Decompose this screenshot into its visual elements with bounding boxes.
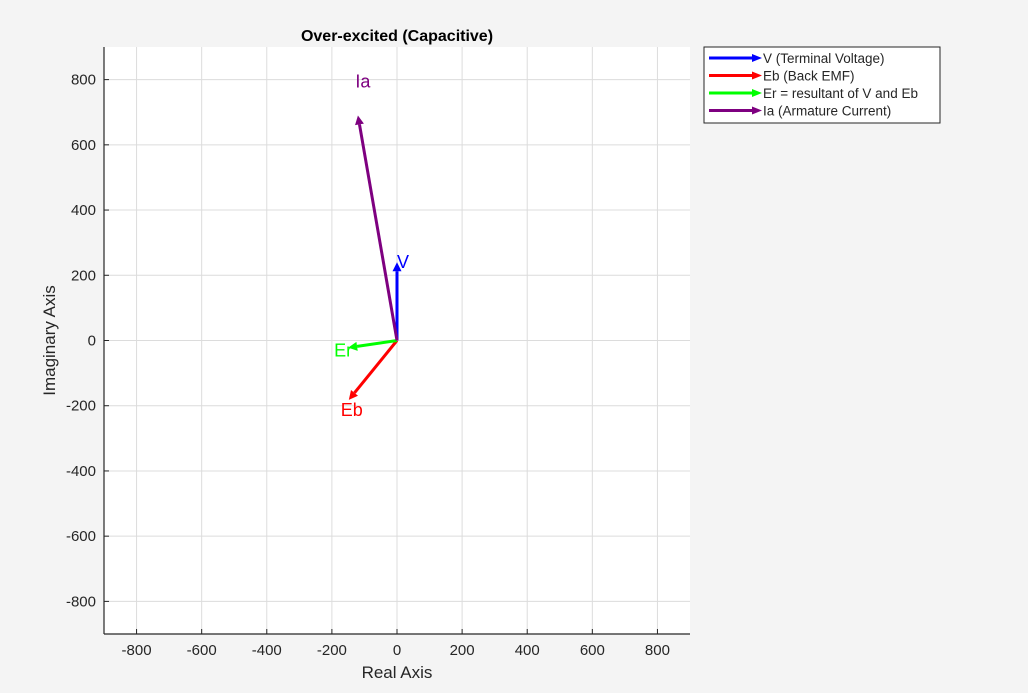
axes bbox=[103, 47, 690, 635]
y-tick-label: -800 bbox=[66, 593, 96, 610]
legend-arrow-eb bbox=[709, 71, 762, 80]
vector-er bbox=[348, 339, 398, 351]
legend-entry-er: Er = resultant of V and Eb bbox=[763, 86, 918, 101]
x-tick-label: -200 bbox=[317, 642, 347, 659]
vectors: V Eb Er Ia bbox=[334, 71, 409, 419]
vector-eb bbox=[348, 339, 399, 400]
chart-title: Over-excited (Capacitive) bbox=[301, 28, 493, 45]
legend-arrow-ia-head bbox=[752, 106, 762, 115]
legend-arrow-v bbox=[709, 54, 762, 62]
legend-arrow-er bbox=[709, 89, 762, 97]
vector-v-head bbox=[392, 262, 402, 272]
vector-v-label: V bbox=[397, 252, 409, 272]
legend-arrow-ia bbox=[709, 106, 762, 115]
legend[interactable]: V (Terminal Voltage) Eb (Back EMF) Er = re… bbox=[703, 46, 941, 124]
legend-entry-ia: Ia (Armature Current) bbox=[763, 104, 891, 119]
vector-v bbox=[392, 262, 402, 341]
vector-er-label: Er bbox=[334, 341, 352, 361]
x-tick-label: -600 bbox=[187, 642, 217, 659]
legend-arrow-er-head bbox=[752, 89, 762, 97]
vector-eb-shaft bbox=[353, 339, 399, 394]
x-tick-label: 400 bbox=[515, 642, 540, 659]
x-tick-label: 0 bbox=[393, 642, 401, 659]
legend-entry-eb: Eb (Back EMF) bbox=[763, 69, 855, 84]
vector-ia bbox=[355, 115, 399, 341]
x-tick-label: -800 bbox=[122, 642, 152, 659]
vector-ia-head bbox=[355, 115, 364, 126]
x-tick-label: -400 bbox=[252, 642, 282, 659]
legend-entry-v: V (Terminal Voltage) bbox=[763, 51, 885, 66]
x-tick-label: 600 bbox=[580, 642, 605, 659]
y-tick-label: -200 bbox=[66, 398, 96, 415]
y-tick-label: 400 bbox=[71, 202, 96, 219]
legend-arrow-v-head bbox=[752, 54, 762, 62]
tick-labels: -800 -600 -400 -200 0 200 400 600 800 -800 -600 -40… bbox=[66, 72, 670, 659]
x-tick-label: 200 bbox=[450, 642, 475, 659]
legend-arrow-eb-head bbox=[752, 71, 762, 80]
y-axis-label: Imaginary Axis bbox=[40, 285, 59, 396]
vector-ia-label: Ia bbox=[355, 71, 371, 91]
x-axis-label: Real Axis bbox=[362, 663, 433, 682]
y-tick-label: 200 bbox=[71, 267, 96, 284]
y-tick-label: 800 bbox=[71, 72, 96, 89]
y-tick-label: -400 bbox=[66, 463, 96, 480]
x-tick-label: 800 bbox=[645, 642, 670, 659]
vector-er-head bbox=[348, 341, 358, 351]
vector-eb-label: Eb bbox=[341, 400, 363, 420]
vector-eb-head bbox=[348, 390, 358, 400]
y-tick-label: -600 bbox=[66, 528, 96, 545]
y-tick-label: 0 bbox=[88, 333, 96, 350]
vector-ia-shaft bbox=[357, 124, 399, 341]
vector-er-shaft bbox=[356, 339, 398, 348]
y-tick-label: 600 bbox=[71, 137, 96, 154]
